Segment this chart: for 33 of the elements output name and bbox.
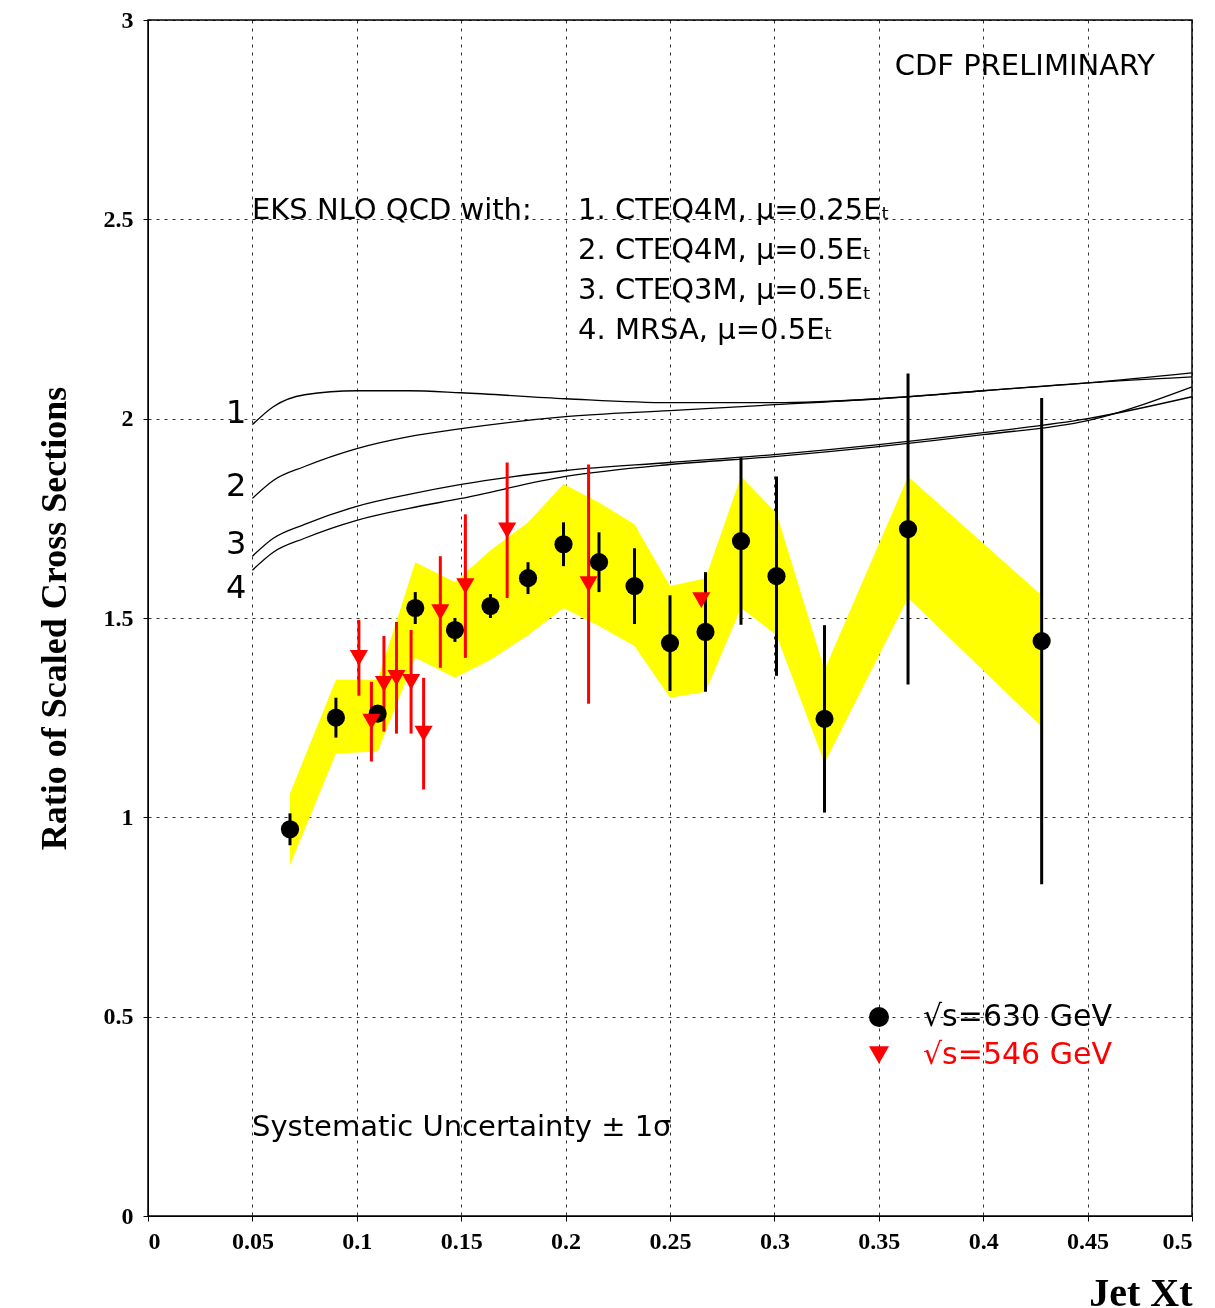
- x-tick-label: 0.15: [440, 1227, 483, 1254]
- y-tick-label: 3: [121, 6, 134, 33]
- series-label: 2: [226, 466, 247, 505]
- x-tick-label: 0.3: [759, 1227, 790, 1254]
- annotation: CDF PRELIMINARY: [894, 48, 1156, 82]
- x-tick-label: 0: [148, 1227, 161, 1254]
- annotation: Systematic Uncertainty ± 1σ: [252, 1109, 672, 1143]
- y-tick-label: 2.5: [103, 205, 134, 232]
- x-tick-label: 0.25: [649, 1227, 692, 1254]
- y-tick-label: 0.5: [103, 1003, 134, 1030]
- annotation: EKS NLO QCD with:: [252, 192, 532, 226]
- y-tick-label: 2: [121, 405, 134, 432]
- y-tick-label: 0: [121, 1202, 134, 1229]
- y-axis-title: Ratio of Scaled Cross Sections: [33, 386, 74, 851]
- x-tick-label: 0.1: [342, 1227, 373, 1254]
- legend-label: √s=630 GeV: [923, 998, 1113, 1033]
- series-label: 4: [226, 568, 247, 607]
- x-tick-label: 0.4: [968, 1227, 999, 1254]
- x-tick-label: 0.45: [1067, 1227, 1110, 1254]
- annotation: 2. CTEQ4M, μ=0.5Eₜ: [578, 232, 872, 266]
- annotation: 1. CTEQ4M, μ=0.25Eₜ: [578, 192, 891, 226]
- x-tick-label: 0.5: [1162, 1227, 1193, 1254]
- series-label: 1: [226, 392, 247, 431]
- x-tick-label: 0.05: [231, 1227, 274, 1254]
- x-tick-label: 0.35: [858, 1227, 901, 1254]
- y-tick-label: 1: [121, 803, 134, 830]
- y-tick-label: 1.5: [103, 604, 134, 631]
- annotation: 4. MRSA, μ=0.5Eₜ: [578, 312, 834, 346]
- x-axis-title: Jet Xt: [1089, 1269, 1194, 1308]
- legend-label: √s=546 GeV: [923, 1036, 1113, 1071]
- x-tick-label: 0.2: [551, 1227, 582, 1254]
- annotation: 3. CTEQ3M, μ=0.5Eₜ: [578, 272, 872, 306]
- series-label: 3: [226, 524, 247, 563]
